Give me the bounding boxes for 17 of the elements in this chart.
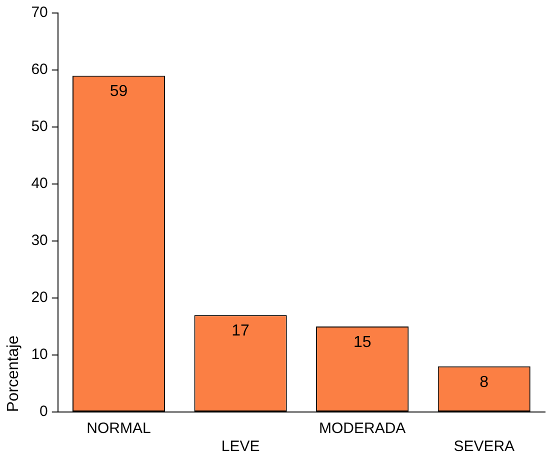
y-tick-label: 0: [40, 403, 48, 420]
y-tick-label: 20: [31, 289, 48, 306]
data-label: 8: [480, 374, 489, 391]
y-tick-label: 40: [31, 175, 48, 192]
x-tick-label: SEVERA: [454, 438, 515, 456]
data-label: 17: [232, 322, 250, 340]
y-tick-label: 70: [31, 4, 48, 22]
y-axis-title: Porcentaje: [5, 335, 22, 412]
y-tick-label: 10: [31, 346, 48, 364]
y-tick-label: 60: [31, 61, 48, 78]
x-tick-label: MODERADA: [318, 420, 406, 438]
x-tick-label: LEVE: [221, 438, 260, 456]
y-tick-label: 50: [31, 118, 48, 136]
data-label: 15: [353, 334, 372, 351]
x-tick-label: NORMAL: [86, 420, 151, 438]
data-label: 59: [110, 83, 128, 100]
y-tick-label: 30: [31, 232, 48, 250]
